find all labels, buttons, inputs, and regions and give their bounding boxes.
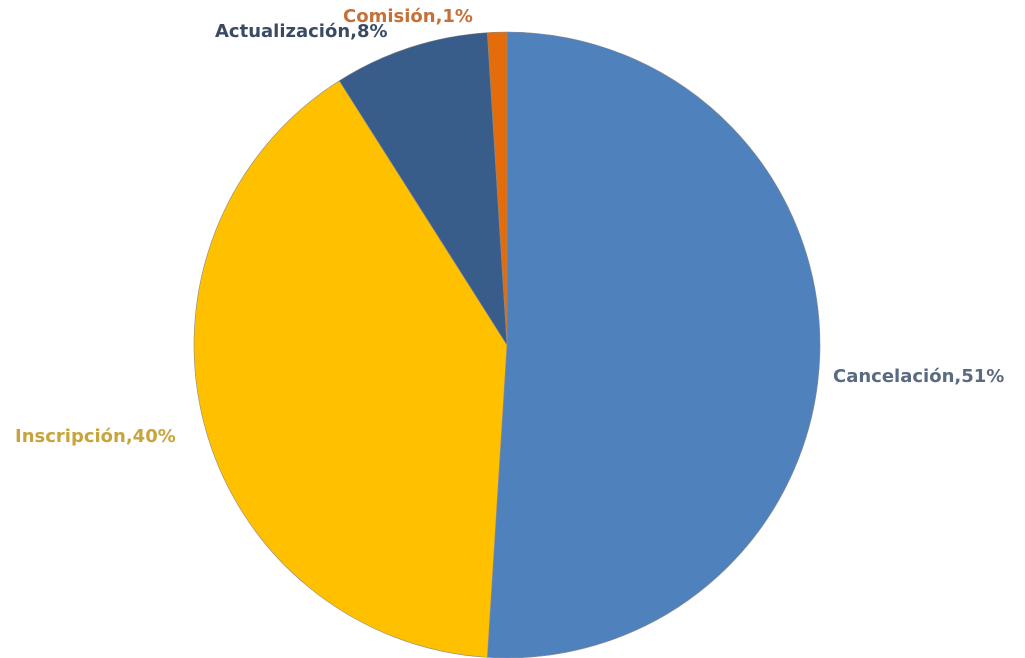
pie-slice <box>487 31 821 658</box>
pie-slice <box>193 80 508 658</box>
data-label: Inscripción,40% <box>15 426 176 447</box>
pie-slice <box>338 32 508 346</box>
pie-slice <box>487 31 508 346</box>
data-label: Actualización,8% <box>215 21 388 42</box>
data-label: Cancelación,51% <box>833 366 1004 387</box>
data-label: Comisión,1% <box>343 6 473 27</box>
